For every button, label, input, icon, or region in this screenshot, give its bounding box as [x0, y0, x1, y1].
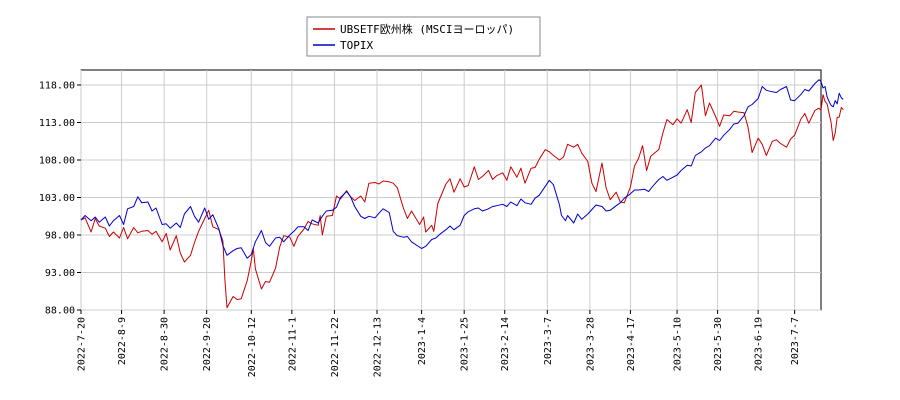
x-tick-label: 2023-5-30 — [713, 317, 724, 371]
x-tick-label: 2023-3-28 — [585, 317, 596, 371]
legend-label-topix: TOPIX — [340, 39, 373, 52]
x-tick-label: 2023-1-25 — [460, 317, 471, 371]
x-tick-label: 2022-7-20 — [77, 317, 88, 371]
x-tick-label: 2022-10-12 — [247, 317, 258, 377]
x-tick-label: 2023-7-7 — [790, 317, 801, 365]
x-axis: 2022-7-20 2022-8-9 2022-8-30 2022-9-20 2022-… — [77, 310, 801, 377]
x-tick-label: 2023-1-4 — [417, 317, 428, 365]
y-tick-label: 103.00 — [39, 193, 75, 204]
x-tick-label: 2022-11-1 — [287, 317, 298, 371]
y-tick-label: 113.00 — [39, 118, 75, 129]
legend-label-ubsetf: UBSETF欧州株 (MSCIヨーロッパ) — [340, 22, 514, 36]
y-tick-label: 108.00 — [39, 156, 75, 167]
x-tick-label: 2023-4-17 — [626, 317, 637, 371]
x-tick-label: 2022-9-20 — [202, 317, 213, 371]
x-tick-label: 2022-12-13 — [373, 317, 384, 377]
series-line-topix — [80, 79, 844, 259]
y-tick-label: 93.00 — [45, 268, 75, 279]
series-group — [80, 79, 844, 309]
x-tick-label: 2023-3-7 — [543, 317, 554, 365]
legend-box — [306, 16, 541, 57]
y-tick-label: 118.00 — [39, 81, 75, 92]
y-tick-label: 98.00 — [45, 231, 75, 242]
series-line-ubsetf — [80, 84, 844, 309]
x-tick-label: 2022-11-22 — [330, 317, 341, 377]
grid — [80, 70, 821, 311]
x-tick-label: 2022-8-9 — [117, 317, 128, 365]
x-tick-label: 2022-8-30 — [160, 317, 171, 371]
x-tick-label: 2023-6-19 — [754, 317, 765, 371]
legend: UBSETF欧州株 (MSCIヨーロッパ) TOPIX — [306, 16, 541, 57]
x-tick-label: 2023-2-14 — [500, 317, 511, 371]
y-axis: 88.00 93.00 98.00 103.00 108.00 113.00 118.00 — [39, 81, 81, 317]
plot-area — [80, 69, 822, 311]
x-tick-label: 2023-5-10 — [673, 317, 684, 371]
y-tick-label: 88.00 — [45, 306, 75, 317]
